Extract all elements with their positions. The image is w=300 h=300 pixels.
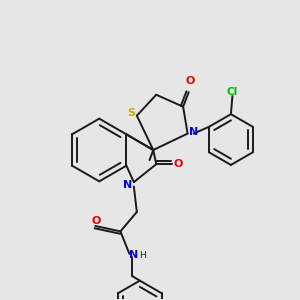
Text: H: H: [140, 251, 146, 260]
Text: Cl: Cl: [227, 87, 238, 97]
Text: O: O: [186, 76, 195, 86]
Text: N: N: [189, 127, 198, 137]
Text: O: O: [92, 216, 101, 226]
Text: N: N: [123, 180, 133, 190]
Text: O: O: [174, 159, 183, 169]
Text: N: N: [129, 250, 139, 260]
Text: S: S: [127, 108, 135, 118]
